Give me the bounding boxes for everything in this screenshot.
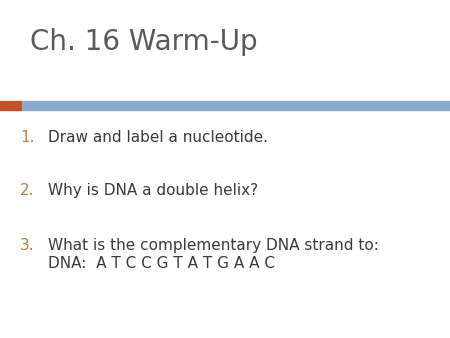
Bar	[22, 101, 450, 110]
Text: Draw and label a nucleotide.: Draw and label a nucleotide.	[48, 130, 268, 145]
Text: Ch. 16 Warm-Up: Ch. 16 Warm-Up	[30, 28, 257, 56]
Text: 3.: 3.	[20, 238, 35, 253]
Text: What is the complementary DNA strand to:: What is the complementary DNA strand to:	[48, 238, 379, 253]
Text: 2.: 2.	[20, 183, 35, 198]
Text: Why is DNA a double helix?: Why is DNA a double helix?	[48, 183, 258, 198]
Bar	[0, 101, 22, 110]
Text: DNA:  A T C C G T A T G A A C: DNA: A T C C G T A T G A A C	[48, 256, 275, 271]
Text: 1.: 1.	[20, 130, 35, 145]
